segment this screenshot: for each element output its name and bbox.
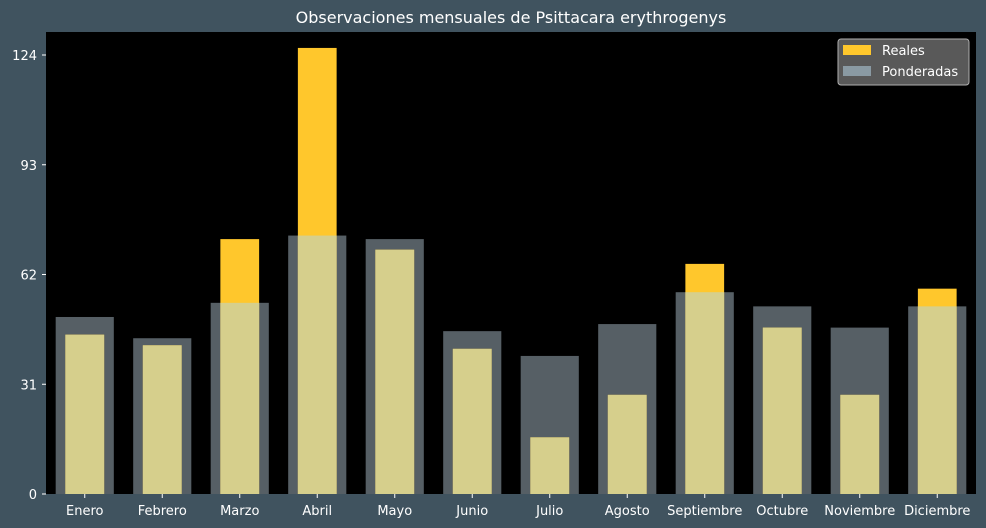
- bar-overlap-mayo: [375, 249, 415, 494]
- x-tick-label-agosto: Agosto: [605, 504, 650, 519]
- legend-label-reales: Reales: [882, 44, 925, 59]
- bar-overlap-abril: [297, 235, 337, 494]
- legend-swatch-reales: [843, 45, 871, 55]
- bar-overlap-enero: [65, 334, 105, 494]
- x-tick-label-octubre: Octubre: [756, 504, 808, 519]
- x-tick-label-septiembre: Septiembre: [667, 504, 742, 519]
- x-axis: Enero Febrero Marzo Abril Mayo Junio Julio Agos…: [66, 494, 970, 519]
- bar-overlap-agosto: [607, 394, 647, 494]
- x-tick-label-marzo: Marzo: [220, 504, 259, 519]
- bar-overlap-octubre: [762, 327, 802, 494]
- bar-overlap-septiembre: [685, 292, 725, 494]
- y-tick-label-124: 124: [12, 49, 37, 64]
- chart-title: Observaciones mensuales de Psittacara er…: [296, 8, 727, 27]
- plot-area: [46, 32, 976, 494]
- series-overlap-bars: [65, 235, 957, 494]
- x-tick-label-mayo: Mayo: [377, 504, 412, 519]
- bar-overlap-febrero: [142, 345, 182, 494]
- bar-overlap-noviembre: [840, 394, 880, 494]
- x-tick-label-enero: Enero: [66, 504, 104, 519]
- x-tick-label-febrero: Febrero: [138, 504, 187, 519]
- x-tick-label-julio: Julio: [535, 504, 563, 519]
- y-tick-label-0: 0: [29, 488, 37, 503]
- legend-label-ponderadas: Ponderadas: [882, 65, 958, 80]
- bar-overlap-marzo: [220, 302, 260, 494]
- bar-overlap-diciembre: [917, 306, 957, 494]
- x-tick-label-noviembre: Noviembre: [824, 504, 895, 519]
- y-axis: 0 31 62 93 124: [12, 49, 46, 503]
- x-tick-label-abril: Abril: [302, 504, 332, 519]
- legend: Reales Ponderadas: [837, 38, 970, 86]
- x-tick-label-diciembre: Diciembre: [904, 504, 970, 519]
- legend-swatch-ponderadas: [843, 66, 871, 76]
- y-tick-label-93: 93: [20, 159, 37, 174]
- y-tick-label-62: 62: [20, 269, 37, 284]
- y-tick-label-31: 31: [20, 378, 37, 393]
- bar-overlap-junio: [452, 348, 492, 494]
- x-tick-label-junio: Junio: [455, 504, 488, 519]
- bar-overlap-julio: [530, 437, 570, 494]
